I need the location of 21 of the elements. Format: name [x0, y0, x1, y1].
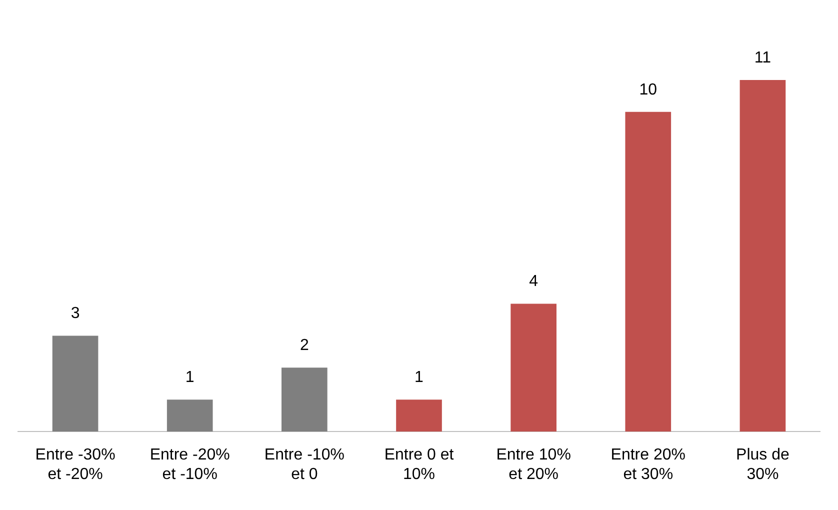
x-tick-label: Entre 0 et 10%: [384, 446, 454, 483]
bar: [396, 400, 442, 432]
data-label: 2: [300, 337, 309, 354]
data-label: 10: [639, 81, 658, 98]
bar: [740, 80, 786, 432]
data-label: 3: [70, 305, 80, 322]
data-label: 11: [754, 49, 772, 66]
data-label: 1: [185, 369, 194, 386]
x-tick-label: Entre 10% et 20%: [496, 446, 571, 483]
x-tick-label: Entre 20% et 30%: [610, 446, 686, 483]
bar: [52, 336, 98, 432]
x-tick-label: Entre -30% et -20%: [35, 446, 116, 483]
bar: [166, 400, 213, 432]
data-label: 1: [414, 369, 424, 386]
bar: [510, 304, 556, 432]
bar: [625, 112, 672, 432]
x-tick-label: Entre -10% et 0: [264, 446, 344, 483]
bar: [282, 368, 328, 432]
x-tick-label: Entre -20% et -10%: [150, 446, 230, 483]
x-tick-label: Plus de 30%: [736, 446, 790, 483]
data-label: 4: [529, 273, 538, 290]
